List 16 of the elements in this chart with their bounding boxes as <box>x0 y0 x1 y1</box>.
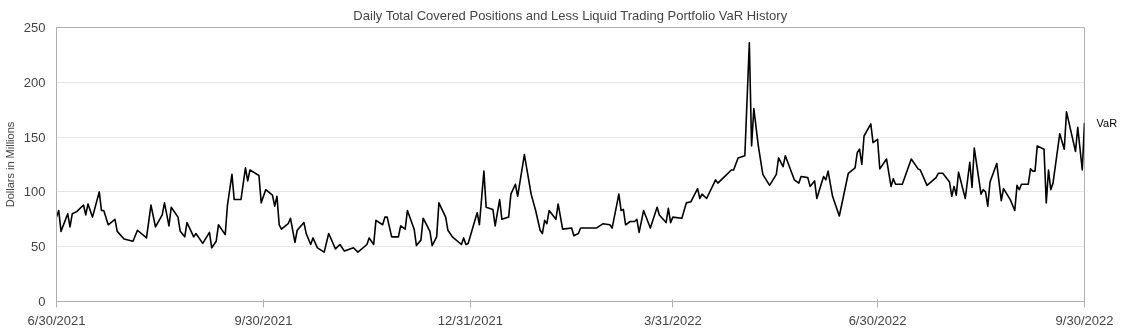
x-tick-label: 3/31/2022 <box>643 312 702 328</box>
x-tick-label: 9/30/2022 <box>1055 312 1114 328</box>
y-tick-label: 0 <box>38 294 46 309</box>
x-tick-label: 9/30/2021 <box>234 312 293 328</box>
x-tick-label: 6/30/2022 <box>848 312 907 328</box>
series-label: VaR <box>1096 116 1118 129</box>
y-tick-label: 250 <box>23 20 46 35</box>
line-series <box>56 42 1085 253</box>
y-tick-label: 200 <box>23 74 46 90</box>
y-axis-title: Dollars in Millions <box>3 121 16 208</box>
y-tick-label: 50 <box>31 239 46 255</box>
chart-title: Daily Total Covered Positions and Less Liquid Trading Portfolio VaR History <box>353 7 788 23</box>
y-tick-label: 100 <box>23 184 46 200</box>
y-tick-label: 150 <box>23 129 46 145</box>
x-tick-label: 6/30/2021 <box>27 312 86 328</box>
x-tick-label: 12/31/2021 <box>437 312 503 328</box>
